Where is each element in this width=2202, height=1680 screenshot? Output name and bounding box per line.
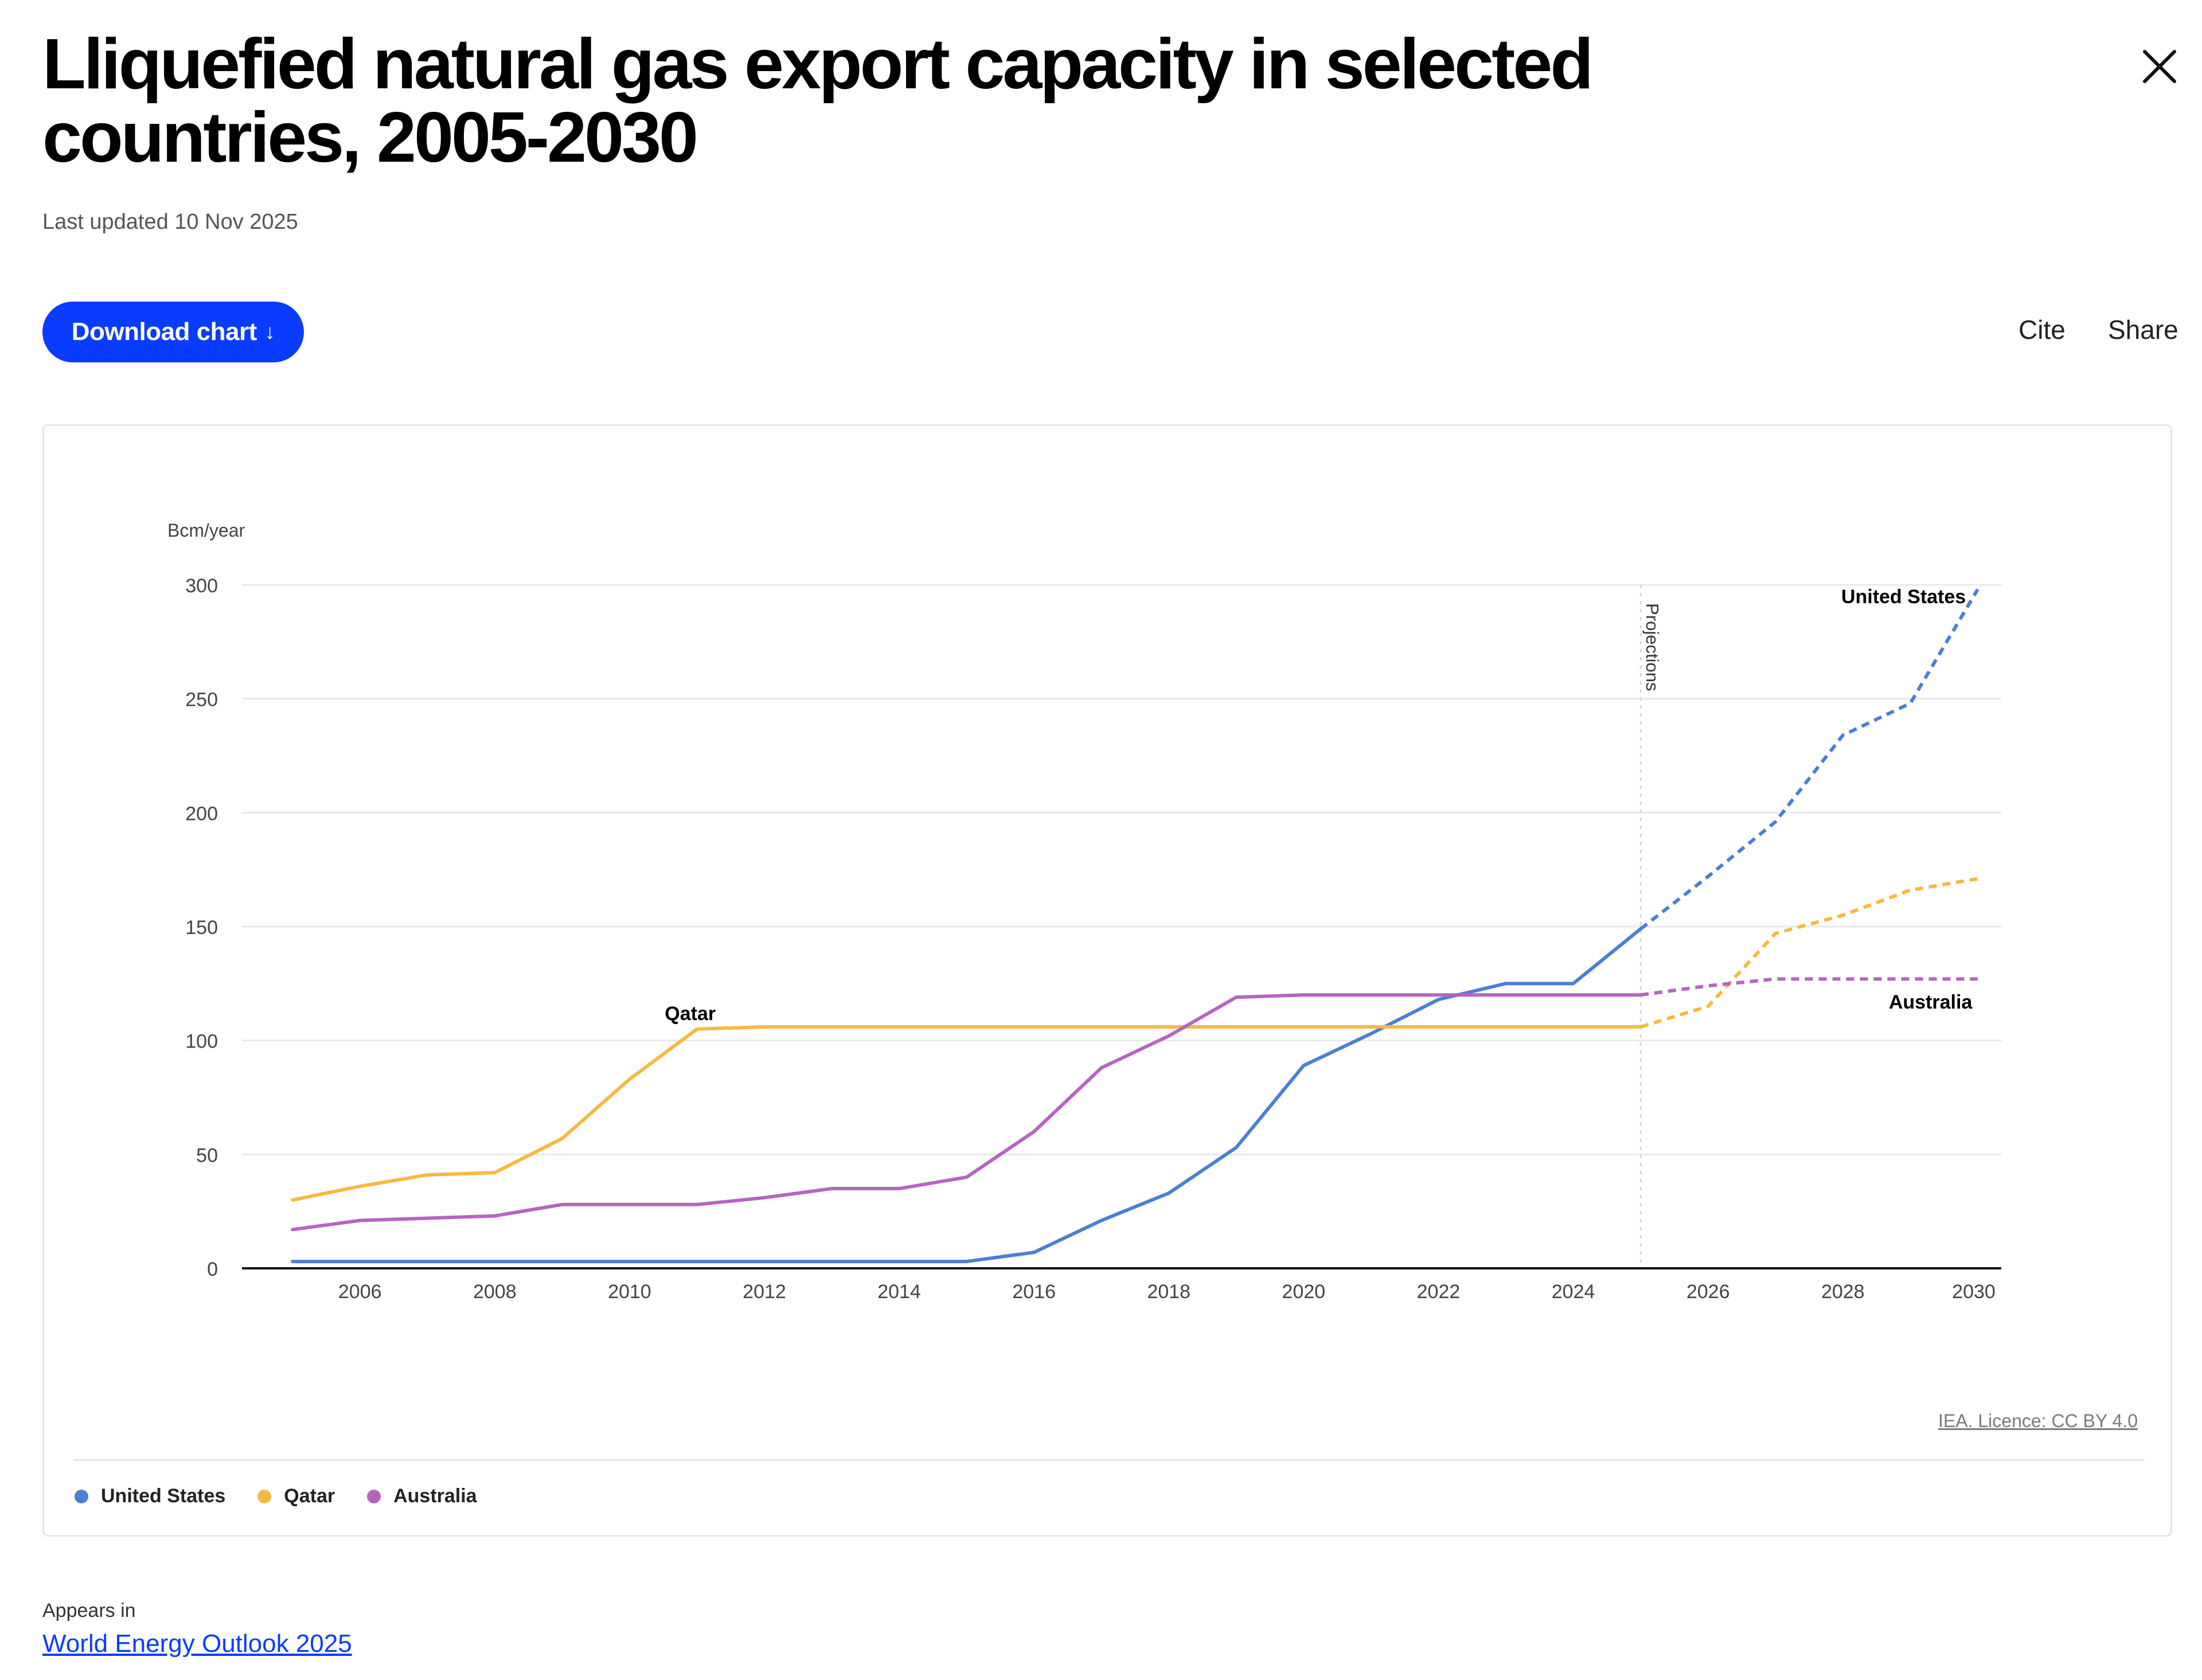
projection-label: Projections [1642,603,1662,691]
legend-label: Australia [393,1485,477,1507]
y-tick-label: 50 [196,1144,218,1166]
appears-in-link[interactable]: World Energy Outlook 2025 [42,1630,352,1658]
share-link[interactable]: Share [2108,315,2178,345]
legend-dot-icon [367,1489,381,1503]
x-tick-label: 2026 [1686,1281,1730,1303]
legend-label: Qatar [284,1485,335,1507]
series-label-australia: Australia [1889,991,1973,1013]
legend-label: United States [101,1485,226,1507]
x-tick-label: 2020 [1282,1281,1326,1303]
series-line-qatar [291,1025,1643,1202]
y-tick-label: 300 [185,575,218,597]
series-label-united-states: United States [1841,586,1966,608]
x-tick-label: 2010 [608,1281,651,1303]
x-tick-label: 2030 [1952,1281,1996,1303]
y-tick-label: 250 [185,689,218,711]
x-tick-label: 2016 [1012,1281,1056,1303]
y-tick-label: 200 [185,803,218,825]
legend: United States Qatar Australia [75,1485,477,1507]
y-tick-label: 0 [207,1259,218,1280]
x-tick-label: 2008 [473,1281,517,1303]
download-chart-button[interactable]: Download chart ↓ [42,302,304,362]
y-axis-label: Bcm/year [167,520,245,541]
appears-in-label: Appears in [42,1600,136,1622]
x-tick-label: 2028 [1821,1281,1865,1303]
series-projection-line-australia [1640,977,1978,997]
legend-dot-icon [75,1489,88,1503]
legend-item-united-states[interactable]: United States [75,1485,225,1507]
series-projection-line-qatar [1640,877,1978,1029]
arrow-down-icon: ↓ [264,320,275,343]
legend-item-qatar[interactable]: Qatar [257,1485,335,1507]
legend-dot-icon [257,1489,272,1503]
y-tick-label: 150 [185,917,218,939]
x-tick-label: 2012 [743,1281,786,1303]
x-tick-label: 2022 [1417,1281,1461,1303]
y-tick-label: 100 [185,1031,218,1053]
x-tick-label: 2024 [1552,1281,1595,1303]
series-line-australia [291,993,1643,1232]
last-updated: Last updated 10 Nov 2025 [42,210,298,234]
chart-card [42,424,2172,1537]
close-icon[interactable] [2139,46,2180,87]
download-chart-label: Download chart [71,318,257,346]
page-title: Lliquefied natural gas export capacity i… [42,25,1594,177]
legend-divider [73,1459,2145,1461]
series-label-qatar: Qatar [665,1003,716,1025]
x-tick-label: 2006 [338,1281,382,1303]
licence-link[interactable]: IEA. Licence: CC BY 4.0 [1938,1411,2138,1431]
series-line-united-states [291,927,1643,1264]
series-projection-line-united-states [1639,588,1980,931]
x-tick-label: 2014 [877,1281,921,1303]
legend-item-australia[interactable]: Australia [367,1485,477,1507]
cite-link[interactable]: Cite [2019,315,2066,345]
x-tick-label: 2018 [1147,1281,1190,1303]
